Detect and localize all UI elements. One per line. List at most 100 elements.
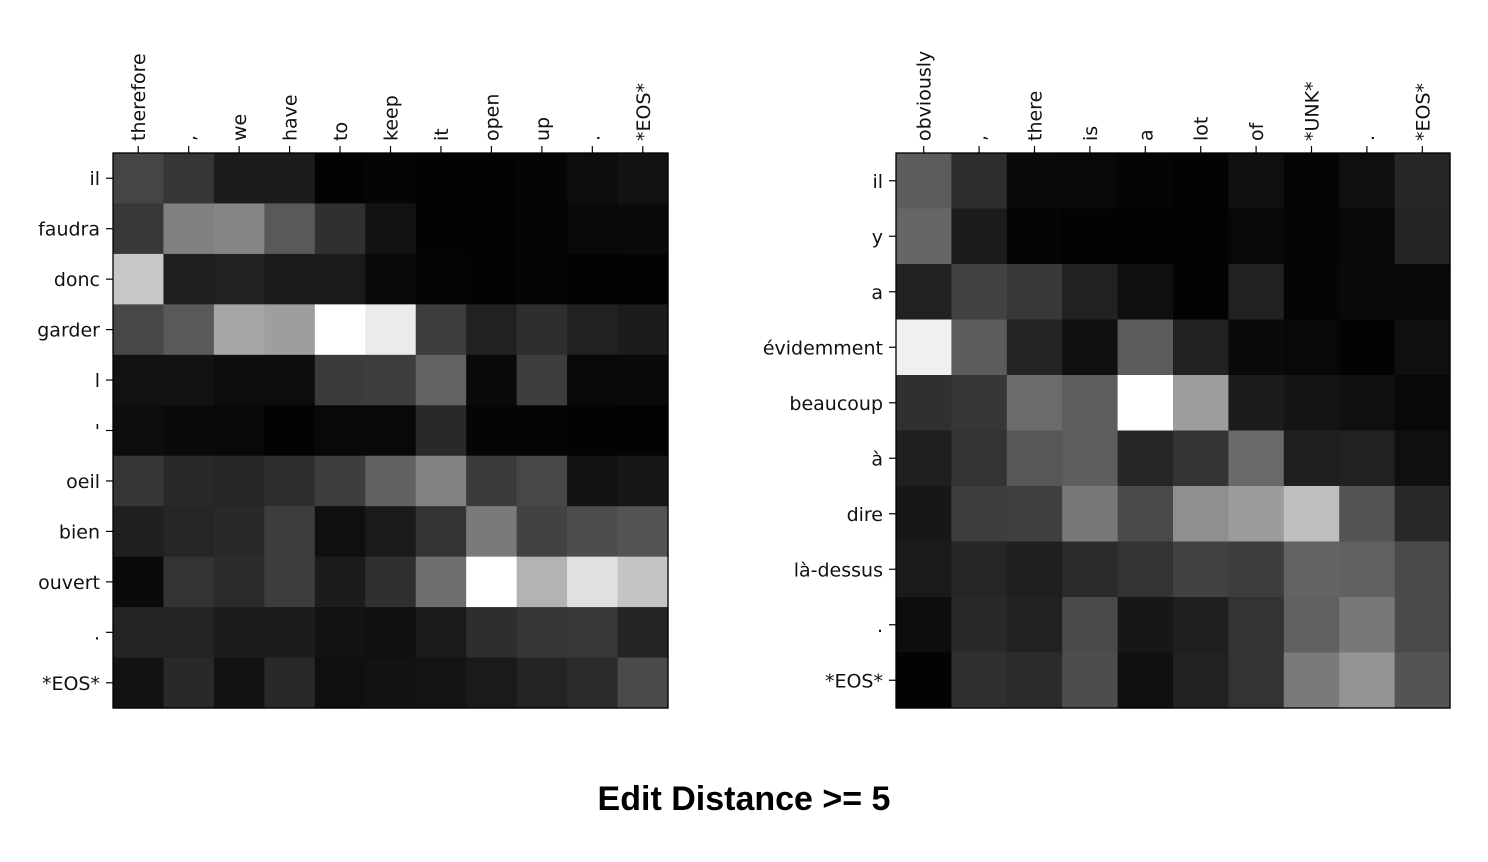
heatmap-cell-r2-c9 bbox=[567, 253, 619, 305]
heatmap-cell-r7-c6 bbox=[415, 506, 467, 558]
heatmap-cell-r3-c9 bbox=[1394, 319, 1451, 376]
x-tick-label: , bbox=[179, 135, 201, 141]
heatmap-cell-r8-c0 bbox=[896, 597, 952, 654]
heatmap-cell-r4-c1 bbox=[163, 354, 215, 406]
heatmap-cell-r5-c8 bbox=[1339, 430, 1396, 487]
heatmap-cell-r4-c8 bbox=[1339, 375, 1396, 432]
heatmap-cell-r1-c0 bbox=[896, 208, 952, 265]
y-tick-label: a bbox=[871, 282, 883, 304]
y-tick-label: ' bbox=[95, 421, 100, 443]
heatmap-cell-r9-c8 bbox=[516, 607, 568, 659]
heatmap-cell-r3-c7 bbox=[1283, 319, 1340, 376]
heatmap-cell-r6-c3 bbox=[264, 455, 316, 507]
heatmap-cell-r2-c7 bbox=[466, 253, 518, 305]
heatmap-cell-r8-c3 bbox=[264, 556, 316, 608]
heatmap-cell-r6-c4 bbox=[314, 455, 366, 507]
heatmap-cell-r2-c1 bbox=[951, 264, 1008, 321]
heatmap-cell-r5-c4 bbox=[1117, 430, 1174, 487]
x-tick-label: keep bbox=[381, 95, 403, 141]
heatmap-cell-r1-c8 bbox=[516, 203, 568, 255]
x-tick-label: it bbox=[431, 128, 453, 141]
heatmap-cell-r5-c2 bbox=[1006, 430, 1063, 487]
y-tick-label: évidemment bbox=[763, 337, 883, 359]
y-tick-label: . bbox=[877, 615, 883, 637]
heatmap-cell-r7-c8 bbox=[516, 506, 568, 558]
heatmap-cell-r0-c7 bbox=[466, 153, 518, 205]
heatmap-cell-r6-c3 bbox=[1062, 486, 1119, 543]
heatmap-cell-r3-c6 bbox=[1228, 319, 1285, 376]
heatmap-cell-r5-c9 bbox=[567, 405, 619, 457]
x-tick-label: to bbox=[330, 122, 352, 141]
x-tick-label: , bbox=[969, 135, 991, 141]
heatmap-cell-r5-c6 bbox=[415, 405, 467, 457]
heatmap-cell-r9-c3 bbox=[1062, 652, 1119, 709]
heatmap-cell-r9-c9 bbox=[567, 607, 619, 659]
heatmap-cell-r2-c6 bbox=[1228, 264, 1285, 321]
heatmap-cell-r8-c5 bbox=[1173, 597, 1229, 654]
x-tick-label: we bbox=[229, 114, 251, 141]
heatmap-cell-r2-c4 bbox=[1117, 264, 1174, 321]
heatmap-cell-r1-c6 bbox=[415, 203, 467, 255]
heatmap-cell-r7-c7 bbox=[466, 506, 518, 558]
heatmap-cell-r0-c1 bbox=[951, 153, 1008, 210]
heatmap-cell-r8-c4 bbox=[314, 556, 366, 608]
heatmap-cell-r8-c9 bbox=[567, 556, 619, 608]
x-tick-label: up bbox=[532, 117, 554, 141]
heatmap-cell-r6-c9 bbox=[567, 455, 619, 507]
x-tick-label: have bbox=[280, 94, 302, 141]
heatmap-cell-r10-c0 bbox=[113, 657, 165, 709]
y-tick-label: oeil bbox=[66, 471, 100, 493]
heatmap-cell-r1-c2 bbox=[1006, 208, 1063, 265]
heatmap-cell-r0-c6 bbox=[415, 153, 467, 205]
heatmap-cell-r0-c5 bbox=[365, 153, 417, 205]
heatmap-cell-r7-c1 bbox=[951, 541, 1008, 598]
heatmap-cell-r10-c9 bbox=[567, 657, 619, 709]
heatmap-cell-r10-c5 bbox=[365, 657, 417, 709]
x-tick-label: obviously bbox=[914, 51, 936, 141]
heatmap-cell-r0-c0 bbox=[896, 153, 952, 210]
heatmap-cell-r2-c9 bbox=[1394, 264, 1451, 321]
heatmap-cell-r6-c5 bbox=[365, 455, 417, 507]
heatmap-cell-r7-c3 bbox=[1062, 541, 1119, 598]
heatmap-cell-r3-c0 bbox=[113, 304, 165, 356]
heatmap-cell-r3-c3 bbox=[264, 304, 316, 356]
heatmap-cell-r2-c0 bbox=[896, 264, 952, 321]
heatmap-cell-r8-c9 bbox=[1394, 597, 1451, 654]
heatmap-cell-r4-c9 bbox=[1394, 375, 1451, 432]
heatmap-cell-r7-c1 bbox=[163, 506, 215, 558]
heatmap-cell-r10-c8 bbox=[516, 657, 568, 709]
heatmap-cell-r9-c4 bbox=[314, 607, 366, 659]
heatmap-cell-r1-c3 bbox=[264, 203, 316, 255]
heatmap-cell-r8-c1 bbox=[163, 556, 215, 608]
heatmap-cell-r3-c9 bbox=[567, 304, 619, 356]
heatmap-cell-r1-c3 bbox=[1062, 208, 1119, 265]
heatmap-cell-r2-c1 bbox=[163, 253, 215, 305]
heatmap-cell-r1-c9 bbox=[567, 203, 619, 255]
heatmap-cell-r9-c6 bbox=[415, 607, 467, 659]
heatmap-cell-r6-c8 bbox=[1339, 486, 1396, 543]
heatmap-cell-r7-c5 bbox=[365, 506, 417, 558]
y-tick-label: là-dessus bbox=[794, 559, 883, 581]
heatmap-cell-r6-c0 bbox=[896, 486, 952, 543]
heatmap-right: obviously, there is a lot of *UNK*. *EOS* il y a év… bbox=[763, 51, 1451, 709]
heatmap-frame bbox=[895, 152, 1451, 709]
heatmap-cell-r2-c5 bbox=[365, 253, 417, 305]
heatmap-cell-r5-c7 bbox=[466, 405, 518, 457]
heatmap-cell-r8-c8 bbox=[1339, 597, 1396, 654]
figure-caption: Edit Distance >= 5 bbox=[597, 780, 891, 818]
heatmap-cell-r5-c1 bbox=[163, 405, 215, 457]
heatmap-cell-r0-c9 bbox=[1394, 153, 1451, 210]
heatmap-cell-r3-c8 bbox=[516, 304, 568, 356]
heatmap-cell-r8-c10 bbox=[617, 556, 669, 608]
heatmap-cell-r0-c9 bbox=[567, 153, 619, 205]
y-tick-label: . bbox=[94, 622, 100, 644]
heatmap-cell-r4-c5 bbox=[1173, 375, 1229, 432]
heatmap-cell-r10-c7 bbox=[466, 657, 518, 709]
x-tick-label: of bbox=[1246, 121, 1268, 141]
heatmap-cell-r2-c0 bbox=[113, 253, 165, 305]
y-tick-label: *EOS* bbox=[42, 673, 100, 695]
heatmap-cell-r3-c2 bbox=[213, 304, 265, 356]
heatmap-cell-r8-c0 bbox=[113, 556, 165, 608]
heatmap-cell-r3-c7 bbox=[466, 304, 518, 356]
heatmap-cell-r4-c0 bbox=[113, 354, 165, 406]
